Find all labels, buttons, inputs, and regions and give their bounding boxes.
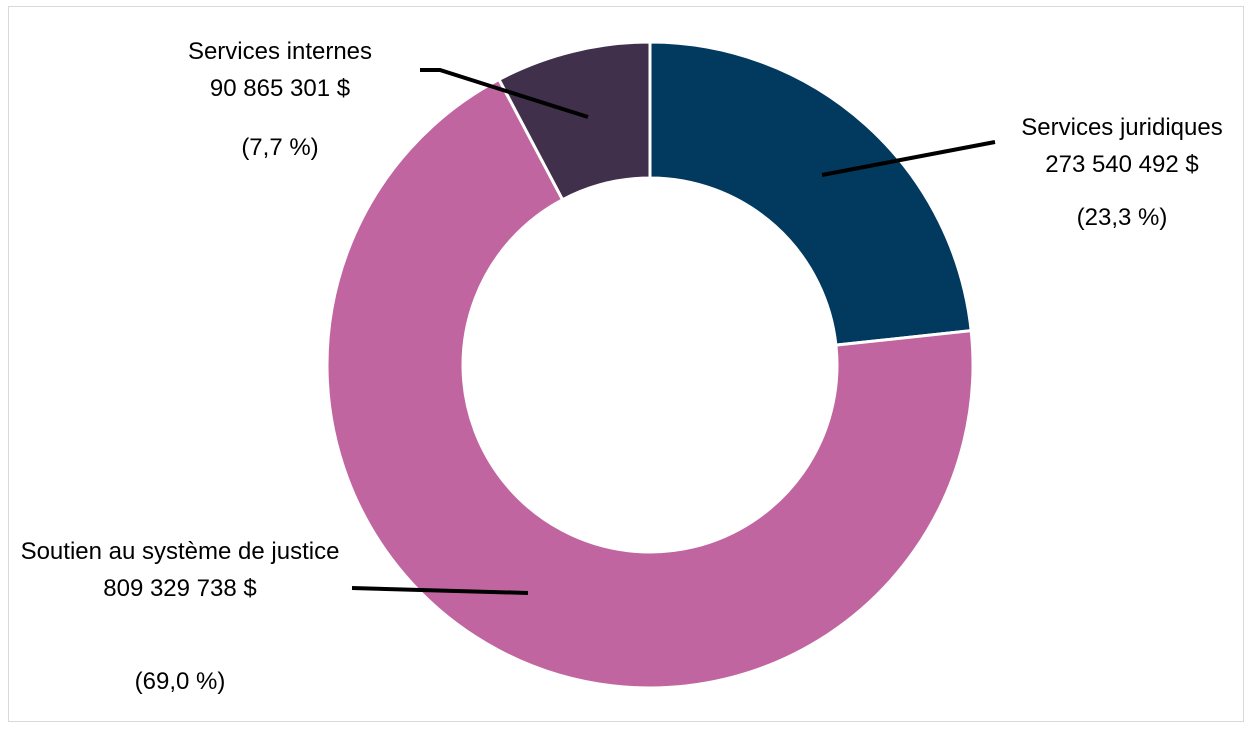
value-label: 273 540 492 $ [1045, 151, 1199, 178]
slice-label: Services juridiques [1021, 114, 1223, 141]
slice-label: Services internes [187, 38, 373, 65]
donut-slice [496, 40, 652, 202]
percentage-label: (23,3 %) [1076, 204, 1168, 231]
chart-frame [8, 6, 1244, 722]
leader-line [420, 68, 589, 119]
donut [325, 40, 975, 690]
percentage-label: (69,0 %) [134, 668, 226, 695]
leader-line [821, 140, 996, 177]
value-label: 90 865 301 $ [209, 75, 351, 102]
donut-slice [325, 77, 975, 690]
leader-line [351, 586, 529, 595]
value-label: 809 329 738 $ [103, 575, 257, 602]
slice-label: Soutien au système de justice [20, 538, 340, 565]
leader-lines [351, 68, 996, 595]
percentage-label: (7,7 %) [241, 134, 319, 161]
donut-slice [648, 40, 973, 347]
